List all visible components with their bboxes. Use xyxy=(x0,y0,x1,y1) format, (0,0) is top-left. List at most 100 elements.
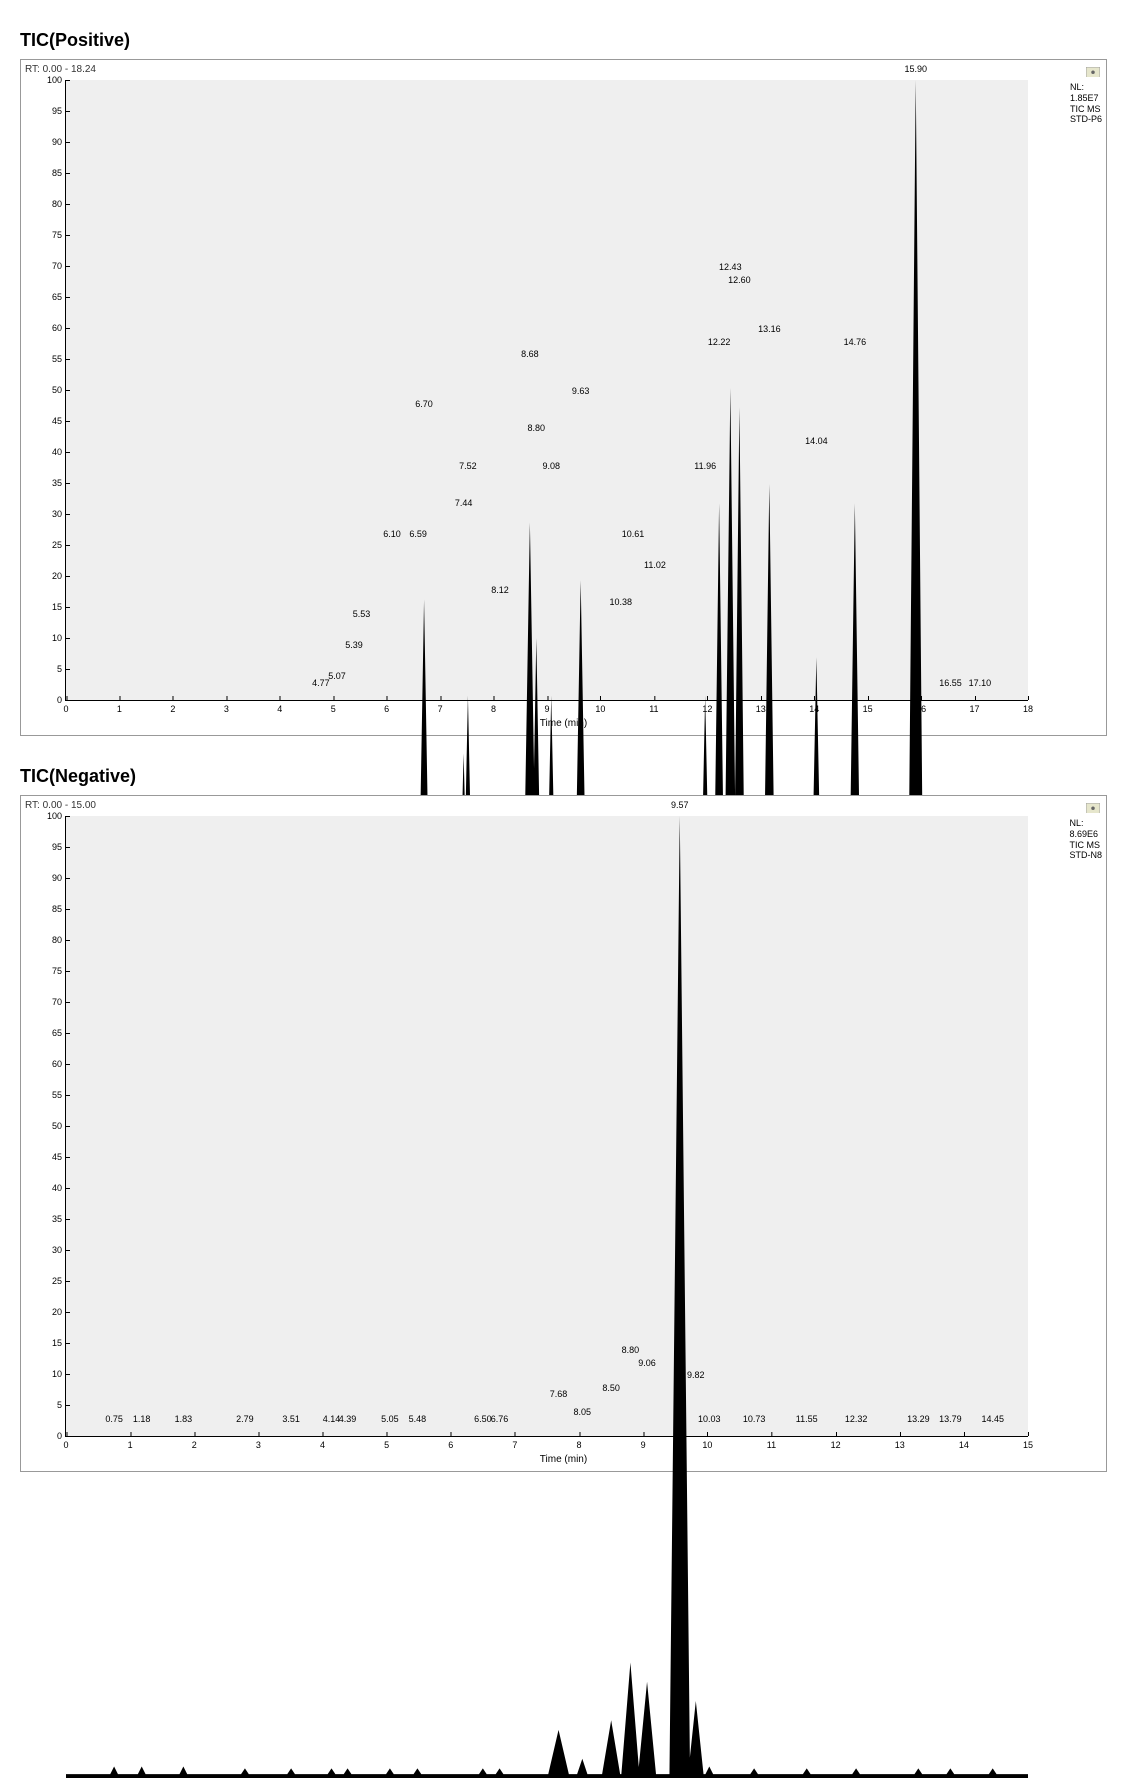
y-tick: 60 xyxy=(52,323,66,333)
side-info: NL:8.69E6TIC MSSTD-N8 xyxy=(1069,818,1102,861)
y-tick: 20 xyxy=(52,1307,66,1317)
pin-icon[interactable] xyxy=(1086,64,1100,76)
y-tick: 75 xyxy=(52,966,66,976)
peak-label: 5.53 xyxy=(353,609,371,619)
peak-label: 8.05 xyxy=(574,1407,592,1417)
peak-label: 12.60 xyxy=(728,275,751,285)
peak-label: 13.29 xyxy=(907,1414,930,1424)
peak-label: 9.63 xyxy=(572,386,590,396)
peak-label: 16.55 xyxy=(939,678,962,688)
y-tick: 85 xyxy=(52,904,66,914)
peak-label: 5.48 xyxy=(409,1414,427,1424)
peak-label: 14.45 xyxy=(981,1414,1004,1424)
peak-label: 7.68 xyxy=(550,1389,568,1399)
peak-label: 4.39 xyxy=(339,1414,357,1424)
y-tick: 20 xyxy=(52,571,66,581)
side-info-line: STD-P6 xyxy=(1070,114,1102,125)
y-tick: 40 xyxy=(52,1183,66,1193)
peak-label: 6.50 xyxy=(474,1414,492,1424)
rt-range-label: RT: 0.00 - 18.24 xyxy=(25,64,96,75)
peak-label: 15.90 xyxy=(905,64,928,74)
peak-label: 8.12 xyxy=(491,585,509,595)
side-info-line: TIC MS xyxy=(1070,104,1102,115)
y-tick: 95 xyxy=(52,106,66,116)
y-tick: 65 xyxy=(52,1028,66,1038)
peak-label: 4.77 xyxy=(312,678,330,688)
y-tick: 55 xyxy=(52,354,66,364)
peak-label: 1.18 xyxy=(133,1414,151,1424)
y-tick: 45 xyxy=(52,1152,66,1162)
peak-label: 11.55 xyxy=(796,1414,818,1424)
y-tick: 30 xyxy=(52,1245,66,1255)
peak-label: 8.80 xyxy=(528,423,546,433)
plot-area: 0510152025303540455055606570758085909510… xyxy=(65,816,1028,1437)
peak-label: 4.14 xyxy=(323,1414,341,1424)
y-tick: 70 xyxy=(52,997,66,1007)
rt-range-label: RT: 0.00 - 15.00 xyxy=(25,800,96,811)
y-tick: 80 xyxy=(52,199,66,209)
y-tick: 90 xyxy=(52,137,66,147)
peak-label: 2.79 xyxy=(236,1414,254,1424)
y-tick: 10 xyxy=(52,633,66,643)
y-tick: 95 xyxy=(52,842,66,852)
peak-label: 12.32 xyxy=(845,1414,868,1424)
chart-panel: RT: 0.00 - 15.00NL:8.69E6TIC MSSTD-N8Rel… xyxy=(20,795,1107,1472)
peak-label: 14.04 xyxy=(805,436,828,446)
chromatogram xyxy=(66,816,1028,1778)
peak-label: 6.59 xyxy=(409,529,427,539)
y-tick: 55 xyxy=(52,1090,66,1100)
pin-icon[interactable] xyxy=(1086,800,1100,812)
y-tick: 5 xyxy=(57,1400,66,1410)
plot-area: 0510152025303540455055606570758085909510… xyxy=(65,80,1028,701)
y-tick: 10 xyxy=(52,1369,66,1379)
y-tick: 25 xyxy=(52,1276,66,1286)
y-tick: 5 xyxy=(57,664,66,674)
side-info-line: 1.85E7 xyxy=(1070,93,1102,104)
peak-label: 10.61 xyxy=(622,529,645,539)
side-info-line: NL: xyxy=(1070,82,1102,93)
y-tick: 45 xyxy=(52,416,66,426)
y-tick: 65 xyxy=(52,292,66,302)
peak-label: 5.05 xyxy=(381,1414,399,1424)
peak-label: 14.76 xyxy=(844,337,867,347)
y-tick: 60 xyxy=(52,1059,66,1069)
y-tick: 15 xyxy=(52,1338,66,1348)
peak-label: 6.76 xyxy=(491,1414,509,1424)
y-tick: 35 xyxy=(52,1214,66,1224)
peak-label: 11.96 xyxy=(694,461,716,471)
y-tick: 40 xyxy=(52,447,66,457)
peak-label: 0.75 xyxy=(105,1414,123,1424)
peak-label: 9.08 xyxy=(543,461,561,471)
peak-label: 8.80 xyxy=(622,1345,640,1355)
y-tick: 35 xyxy=(52,478,66,488)
peak-label: 11.02 xyxy=(644,560,666,570)
peak-label: 5.07 xyxy=(328,671,346,681)
peak-label: 9.82 xyxy=(687,1370,705,1380)
side-info-line: STD-N8 xyxy=(1069,850,1102,861)
y-tick: 100 xyxy=(47,75,66,85)
peak-label: 6.70 xyxy=(415,399,433,409)
y-tick: 15 xyxy=(52,602,66,612)
peak-label: 10.03 xyxy=(698,1414,721,1424)
y-tick: 100 xyxy=(47,811,66,821)
chart-title: TIC(Positive) xyxy=(20,30,1113,51)
peak-label: 13.79 xyxy=(939,1414,962,1424)
y-tick: 25 xyxy=(52,540,66,550)
peak-label: 7.52 xyxy=(459,461,477,471)
y-tick: 80 xyxy=(52,935,66,945)
peak-label: 10.38 xyxy=(609,597,632,607)
side-info-line: TIC MS xyxy=(1069,840,1102,851)
peak-label: 7.44 xyxy=(455,498,473,508)
y-tick: 90 xyxy=(52,873,66,883)
peak-label: 1.83 xyxy=(175,1414,193,1424)
y-tick: 50 xyxy=(52,385,66,395)
y-tick: 70 xyxy=(52,261,66,271)
side-info-line: 8.69E6 xyxy=(1069,829,1102,840)
side-info: NL:1.85E7TIC MSSTD-P6 xyxy=(1070,82,1102,125)
y-tick: 50 xyxy=(52,1121,66,1131)
peak-label: 12.22 xyxy=(708,337,731,347)
peak-label: 8.68 xyxy=(521,349,539,359)
peak-label: 9.57 xyxy=(671,800,689,810)
peak-label: 17.10 xyxy=(969,678,992,688)
y-tick: 75 xyxy=(52,230,66,240)
